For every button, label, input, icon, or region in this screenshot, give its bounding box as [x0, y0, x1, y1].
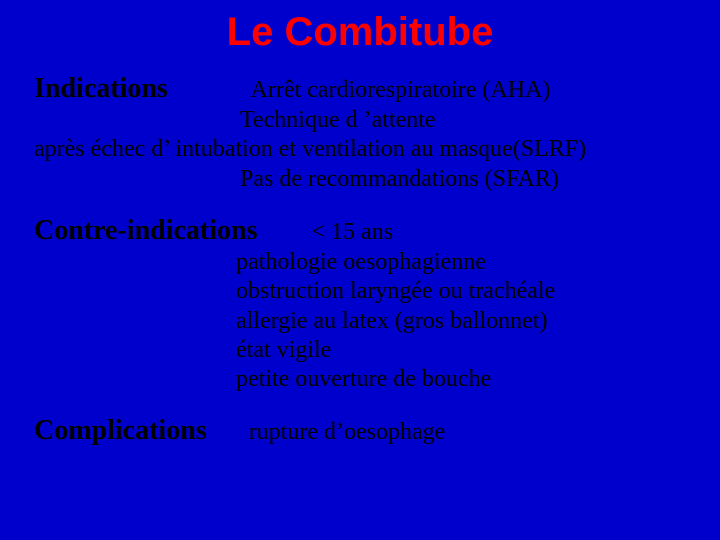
- indications-row-1: Indications Arrêt cardiorespiratoire (AH…: [34, 72, 694, 106]
- contraindications-item: pathologie oesophagienne: [34, 248, 694, 277]
- contraindications-item: état vigile: [34, 336, 694, 365]
- indications-item: Technique d ’attente: [34, 106, 694, 135]
- slide: Le Combitube Indications Arrêt cardiores…: [0, 0, 720, 540]
- complications-item: rupture d’oesophage: [249, 419, 446, 445]
- indications-item: après échec d’ intubation et ventilation…: [34, 135, 694, 164]
- contraindications-item: < 15 ans: [312, 219, 394, 245]
- contraindications-item: allergie au latex (gros ballonnet): [34, 307, 694, 336]
- indications-item: Arrêt cardiorespiratoire (AHA): [251, 77, 551, 103]
- contraindications-heading: Contre-indications: [34, 215, 258, 246]
- complications-row-1: Complications rupture d’oesophage: [34, 414, 694, 448]
- complications-heading: Complications: [34, 415, 207, 446]
- contraindications-row-1: Contre-indications < 15 ans: [34, 214, 694, 248]
- slide-title: Le Combitube: [0, 10, 720, 55]
- indications-heading: Indications: [34, 73, 168, 104]
- contraindications-item: obstruction laryngée ou trachéale: [34, 277, 694, 306]
- indications-item: Pas de recommandations (SFAR): [34, 165, 694, 194]
- slide-body: Indications Arrêt cardiorespiratoire (AH…: [34, 72, 694, 449]
- contraindications-item: petite ouverture de bouche: [34, 365, 694, 394]
